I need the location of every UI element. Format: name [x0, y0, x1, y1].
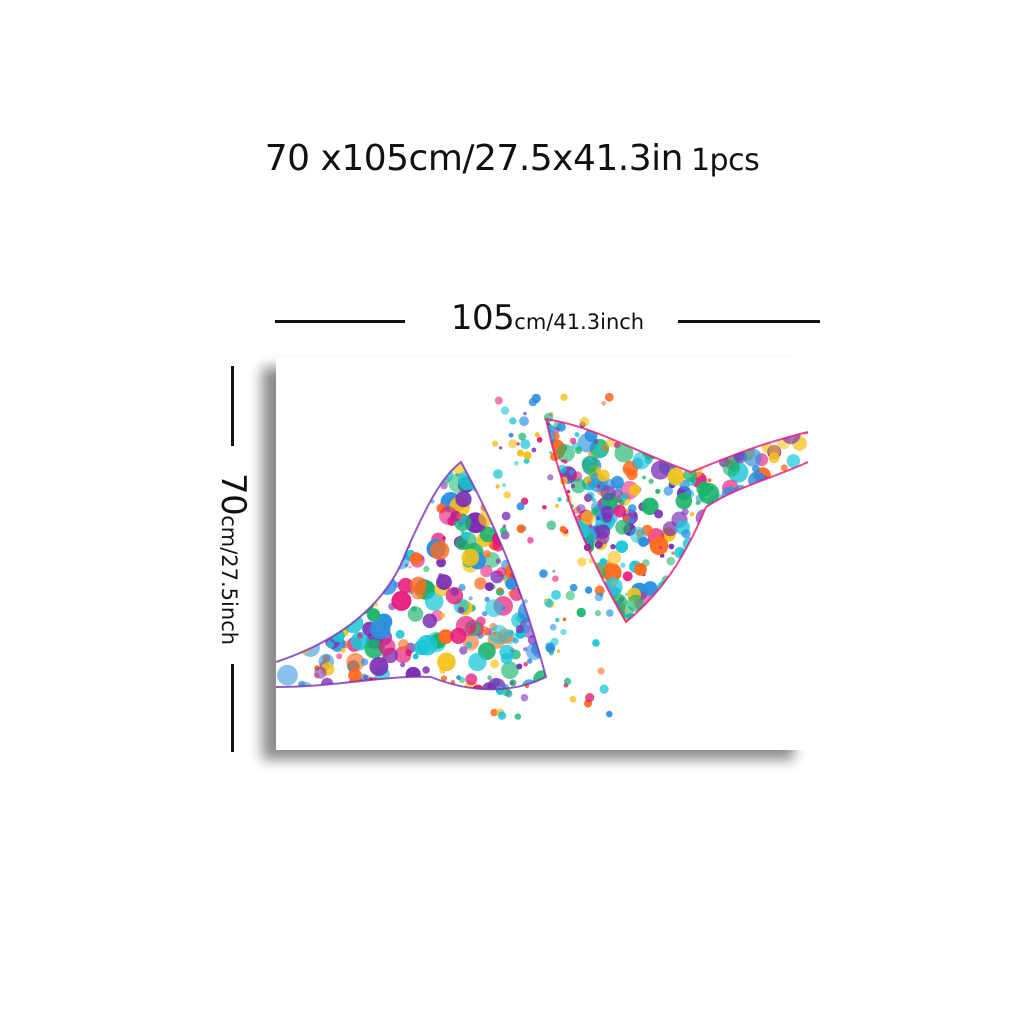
height-line-top: [231, 366, 234, 446]
width-unit: cm/41.3inch: [514, 310, 645, 334]
synapse-artwork: [276, 392, 808, 720]
width-line-right: [678, 320, 820, 323]
width-label: 105cm/41.3inch: [275, 298, 820, 338]
width-value: 105: [450, 298, 515, 338]
height-value: 70: [213, 472, 253, 516]
canvas-print: [276, 357, 808, 750]
height-dimension-indicator: 70cm/27.5inch: [213, 366, 253, 752]
width-dimension-indicator: 105cm/41.3inch: [275, 298, 820, 342]
width-line-left: [275, 320, 405, 323]
size-headline: 70 x105cm/27.5x41.3in 1pcs: [0, 138, 1024, 179]
height-line-bottom: [231, 664, 234, 752]
quantity-text: 1pcs: [690, 143, 760, 178]
height-unit: cm/27.5inch: [217, 515, 241, 646]
size-text: 70 x105cm/27.5x41.3in: [264, 138, 684, 179]
height-label: 70cm/27.5inch: [213, 473, 253, 645]
